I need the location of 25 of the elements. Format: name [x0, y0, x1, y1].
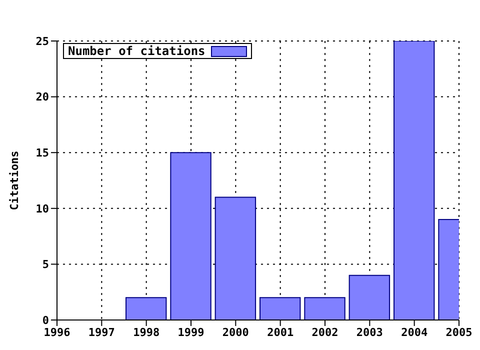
x-tick-label: 1996 — [44, 326, 71, 339]
y-tick-label: 10 — [36, 202, 49, 216]
x-tick-label: 1998 — [133, 326, 160, 339]
bar — [394, 41, 435, 320]
x-tick-label: 2005 — [446, 326, 472, 339]
bar — [126, 297, 167, 320]
x-tick-label: 2004 — [401, 326, 428, 339]
y-tick-label: 0 — [42, 314, 49, 327]
x-tick-label: 1997 — [88, 326, 115, 339]
x-tick-label: 1999 — [178, 326, 204, 339]
x-tick-label: 2001 — [267, 326, 294, 339]
y-tick-label: 20 — [36, 90, 49, 104]
y-tick-label: 15 — [36, 146, 49, 160]
x-tick-label: 2003 — [356, 326, 383, 339]
y-axis-title: Citations — [8, 150, 21, 210]
bar — [214, 196, 256, 320]
y-tick-label: 5 — [42, 258, 49, 272]
bar — [348, 274, 390, 320]
y-tick-label: 25 — [36, 34, 49, 48]
bar — [260, 297, 301, 320]
bar — [170, 152, 212, 320]
legend-label: Number of citations — [68, 44, 206, 58]
x-tick-label: 2000 — [222, 326, 249, 339]
x-tick-label: 2002 — [312, 326, 338, 339]
bar — [304, 297, 346, 320]
